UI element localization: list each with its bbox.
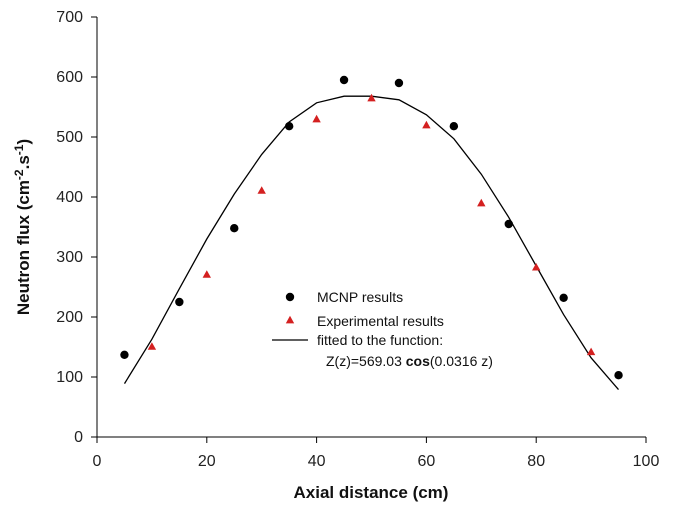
- mcnp-point: [394, 78, 404, 88]
- legend-fit-label: fitted to the function:: [317, 332, 443, 348]
- mcnp-point: [175, 297, 184, 307]
- x-tick-label: 20: [198, 453, 216, 470]
- legend-equation: Z(z)=569.03 cos(0.0316 z): [326, 353, 493, 369]
- experimental-point: [312, 114, 321, 123]
- mcnp-point: [339, 75, 349, 85]
- legend-experimental-marker: [285, 315, 295, 324]
- experimental-point: [422, 120, 431, 129]
- x-tick-label: 100: [633, 453, 660, 470]
- mcnp-point: [614, 371, 623, 380]
- y-tick-label: 600: [56, 69, 83, 86]
- legend-experimental-label: Experimental results: [317, 313, 444, 329]
- mcnp-point: [559, 293, 568, 302]
- axes: 0 20 40 60 80 100 0 100 200 300 400 500 600 700: [56, 9, 659, 470]
- mcnp-point: [504, 219, 513, 229]
- experimental-point: [367, 93, 376, 102]
- x-tick-label: 0: [93, 453, 102, 470]
- y-tick-label: 400: [56, 189, 83, 206]
- experimental-point: [477, 198, 486, 207]
- mcnp-point: [284, 122, 294, 131]
- experimental-point: [586, 347, 596, 356]
- y-tick-label: 100: [56, 369, 83, 386]
- experimental-point: [257, 186, 266, 194]
- legend-mcnp-marker: [285, 292, 295, 302]
- y-axis-label: Neutron flux (cm-2.s-1): [12, 139, 33, 315]
- y-tick-label: 200: [56, 309, 83, 326]
- x-axis-label: Axial distance (cm): [294, 483, 449, 502]
- legend: MCNP results Experimental results fitted t…: [272, 289, 493, 369]
- mcnp-point: [120, 350, 129, 359]
- experimental-point: [202, 270, 211, 278]
- x-tick-label: 60: [418, 453, 436, 470]
- x-tick-label: 80: [527, 453, 545, 470]
- mcnp-point: [230, 224, 239, 233]
- legend-mcnp-label: MCNP results: [317, 289, 403, 305]
- x-tick-label: 40: [308, 453, 326, 470]
- mcnp-point: [449, 122, 459, 131]
- y-tick-label: 700: [56, 9, 83, 26]
- y-tick-label: 500: [56, 129, 83, 146]
- y-tick-label: 0: [74, 429, 83, 446]
- experimental-point: [532, 263, 541, 271]
- data-marks: [120, 75, 623, 391]
- experimental-point: [147, 342, 157, 350]
- y-tick-label: 300: [56, 249, 83, 266]
